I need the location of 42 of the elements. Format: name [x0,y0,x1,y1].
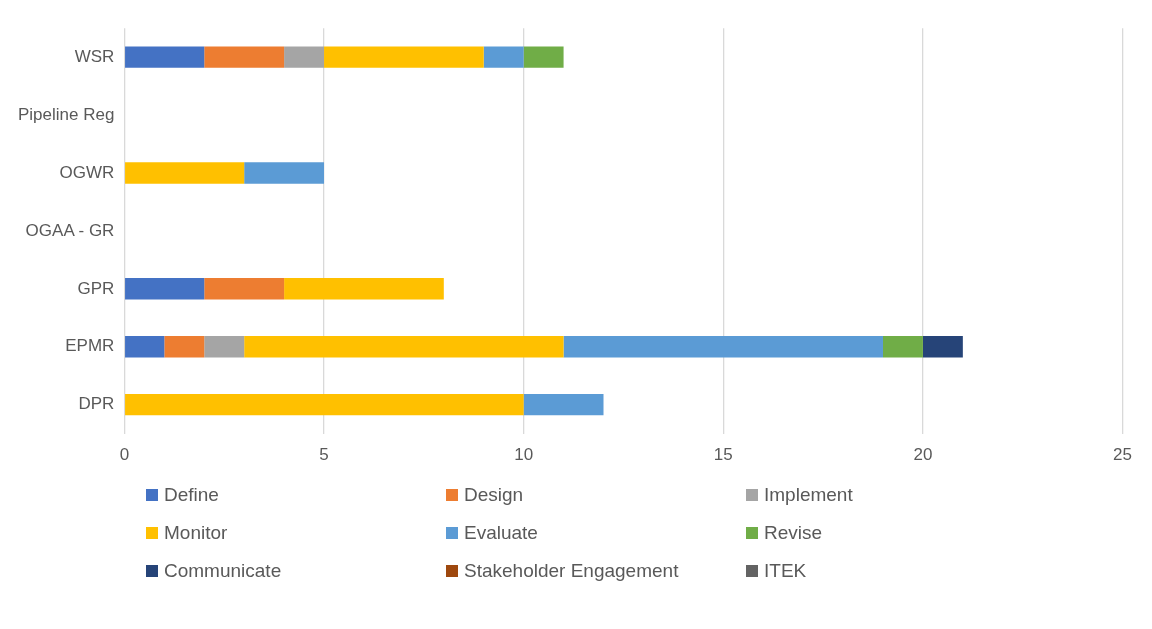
bar [523,393,604,416]
y-tick-label: OGAA - GR [25,220,115,240]
y-tick-label: WSR [74,46,115,66]
bar [922,336,963,358]
x-tick-label: 5 [319,445,329,465]
legend-label: Communicate [164,560,282,582]
bar [125,393,524,416]
y-tick-label: GPR [77,278,115,298]
bar [483,46,524,68]
y-tick-label: DPR [78,394,115,414]
x-tick-label: 25 [1113,445,1133,465]
legend-label: Design [464,484,524,506]
bar [523,46,564,68]
x-tick-label: 0 [119,445,130,465]
y-tick-label: Pipeline Reg [17,104,115,124]
bar [125,46,205,68]
bar [284,278,444,300]
y-tick-label: OGWR [59,162,115,182]
bar [882,336,923,358]
bar [244,162,325,184]
legend-label: Implement [764,484,853,506]
x-tick-label: 20 [913,445,933,465]
legend-label: ITEK [764,560,807,582]
bar [284,46,325,68]
bar [244,336,564,358]
bar [164,336,205,358]
bar [324,46,484,68]
legend-label: Define [164,484,219,506]
bar [204,46,285,68]
bar [125,336,165,358]
bar [563,336,883,358]
legend-label: Revise [764,522,823,544]
legend-label: Monitor [164,522,228,544]
y-tick-label: EPMR [65,336,115,356]
x-tick-label: 10 [514,445,534,465]
bar [204,336,245,358]
bar [125,278,205,300]
legend-label: Evaluate [464,522,538,544]
bar [125,162,245,184]
legend-label: Stakeholder Engagement [464,560,679,582]
x-tick-label: 15 [713,445,733,465]
bar [204,278,285,300]
